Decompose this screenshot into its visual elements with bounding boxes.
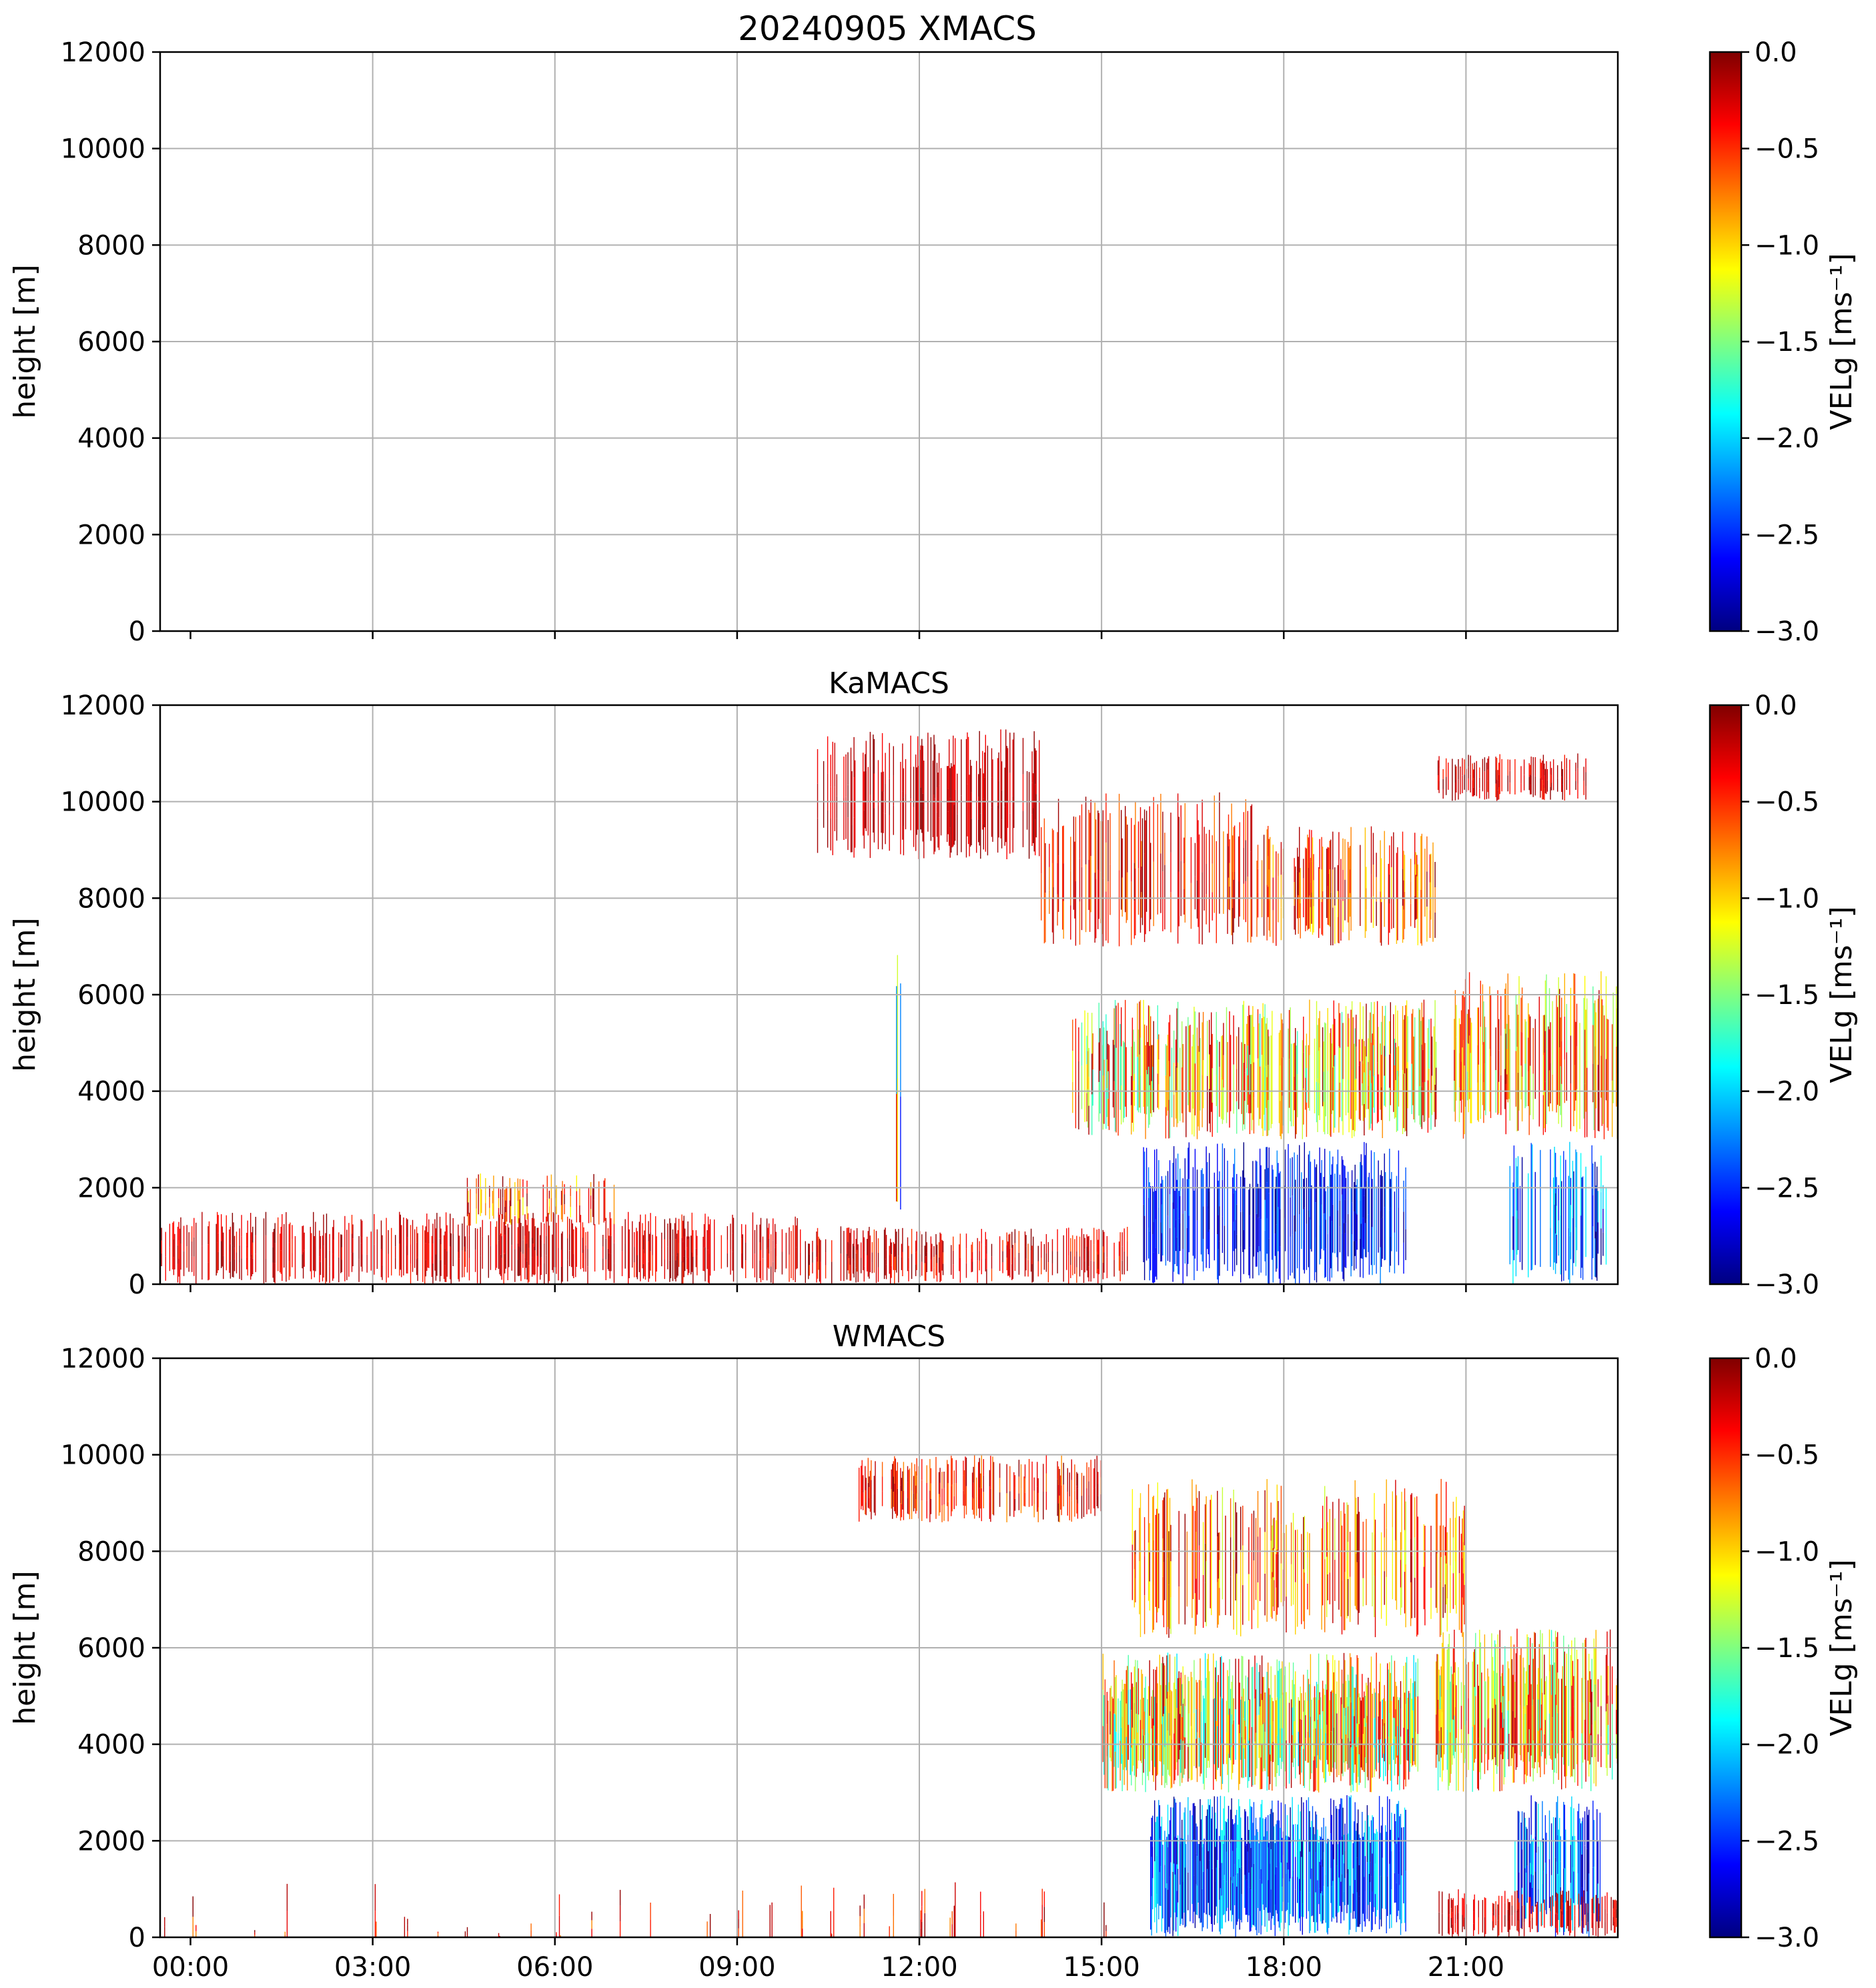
colorbar-tick-label: −0.5 [1755,1440,1819,1471]
echo-region [896,955,901,1209]
colorbar-tick-label: −1.0 [1755,1536,1819,1567]
echo-region [1256,826,1436,946]
y-tick-label: 10000 [61,787,145,818]
colorbar-label: VELg [ms⁻¹] [1825,253,1859,430]
y-tick-label: 10000 [61,1440,145,1471]
x-tick-label: 18:00 [1246,1952,1322,1983]
y-tick-label: 12000 [61,37,145,68]
echo-region [1454,971,1618,1139]
echo-region [1437,753,1586,801]
echo-region [466,1173,615,1226]
colorbar-tick-label: −0.5 [1755,134,1819,165]
x-tick-label: 09:00 [698,1952,775,1983]
colorbar-tick-label: 0.0 [1755,37,1797,68]
colorbar-tick-label: −1.0 [1755,230,1819,261]
echo-region [1438,1889,1617,1937]
colorbar-tick-label: −0.5 [1755,787,1819,818]
y-axis-label: height [m] [8,1570,42,1724]
colorbar-tick-label: −3.0 [1755,1270,1819,1300]
echo-region [1509,1141,1607,1284]
colorbar-tick-label: −3.0 [1755,616,1819,647]
y-axis-label: height [m] [8,264,42,418]
echo-region [859,1454,1101,1522]
colorbar-tick-label: −1.5 [1755,327,1819,358]
y-tick-label: 8000 [77,1536,145,1567]
x-tick-label: 12:00 [881,1952,957,1983]
y-tick-label: 2000 [77,1826,145,1857]
x-tick-label: 06:00 [516,1952,593,1983]
colorbar-tick-label: −1.0 [1755,883,1819,914]
grid [160,705,1618,1284]
y-tick-label: 6000 [77,980,145,1011]
colorbar: 0.0 −0.5 −1.0 −1.5 −2.0 −2.5 −3.0 VELg [ms⁻¹] [1709,690,1859,1300]
colorbar-tick-label: −2.5 [1755,1173,1819,1203]
colorbar: 0.0 −0.5 −1.0 −1.5 −2.0 −2.5 −3.0 VELg [ms⁻¹] [1709,37,1859,647]
colorbar-tick-label: −2.0 [1755,1077,1819,1107]
y-tick-label: 2000 [77,520,145,550]
grid [160,1358,1618,1937]
y-tick-label: 12000 [61,1344,145,1374]
colorbar-tick-label: −2.5 [1755,1826,1819,1857]
colorbar-tick-label: −1.5 [1755,1633,1819,1664]
colorbar-tick-label: −2.0 [1755,1730,1819,1761]
y-tick-label: 10000 [61,134,145,165]
echo-region [1143,1141,1406,1284]
echo-region [1131,1478,1465,1638]
y-tick-label: 4000 [77,1077,145,1107]
panel-title: WMACS [833,1320,945,1354]
colorbar-tick-label: 0.0 [1755,690,1797,721]
echo-region [164,1882,1107,1937]
data-layer [164,1454,1618,1937]
echo-region [1150,1795,1406,1937]
echo-region [161,1211,798,1284]
y-tick-label: 12000 [61,690,145,721]
echo-region [817,729,1040,859]
echo-region [1041,792,1253,947]
colorbar-tick-label: −2.5 [1755,520,1819,550]
echo-region [1435,1628,1618,1792]
x-tick-label: 03:00 [334,1952,411,1983]
y-tick-label: 6000 [77,327,145,358]
echo-region [800,1226,1128,1284]
grid [160,52,1618,631]
y-tick-label: 0 [129,616,145,647]
x-tick-label: 15:00 [1063,1952,1140,1983]
panel-2: 0 2000 4000 6000 8000 10000 12000 height [m] KaM… [8,666,1859,1300]
figure-title: 20240905 XMACS [738,9,1037,48]
echo-region [1102,1652,1418,1793]
colorbar-label: VELg [ms⁻¹] [1825,1559,1859,1736]
colorbar: 0.0 −0.5 −1.0 −1.5 −2.0 −2.5 −3.0 VELg [ms⁻¹] [1709,1344,1859,1953]
y-tick-label: 0 [129,1923,145,1953]
y-tick-label: 6000 [77,1633,145,1664]
panel-3: 0 2000 4000 6000 8000 10000 12000 00:00 03:00 06:… [8,1320,1859,1983]
y-tick-label: 4000 [77,424,145,454]
colorbar-tick-label: −1.5 [1755,980,1819,1011]
x-tick-label: 21:00 [1428,1952,1504,1983]
panel-title: KaMACS [829,666,949,700]
colorbar-tick-label: −2.0 [1755,424,1819,454]
panel-1: 0 2000 4000 6000 8000 10000 12000 height [m] 0.0… [8,37,1859,647]
y-axis-label: height [m] [8,917,42,1071]
y-tick-label: 8000 [77,230,145,261]
y-tick-label: 4000 [77,1730,145,1761]
x-tick-label: 00:00 [152,1952,229,1983]
colorbar-label: VELg [ms⁻¹] [1825,906,1859,1083]
y-tick-label: 8000 [77,883,145,914]
y-tick-label: 2000 [77,1173,145,1203]
y-tick-label: 0 [129,1270,145,1300]
colorbar-tick-label: 0.0 [1755,1344,1797,1374]
colorbar-tick-label: −3.0 [1755,1923,1819,1953]
data-layer [161,729,1618,1284]
echo-region [1072,999,1437,1139]
